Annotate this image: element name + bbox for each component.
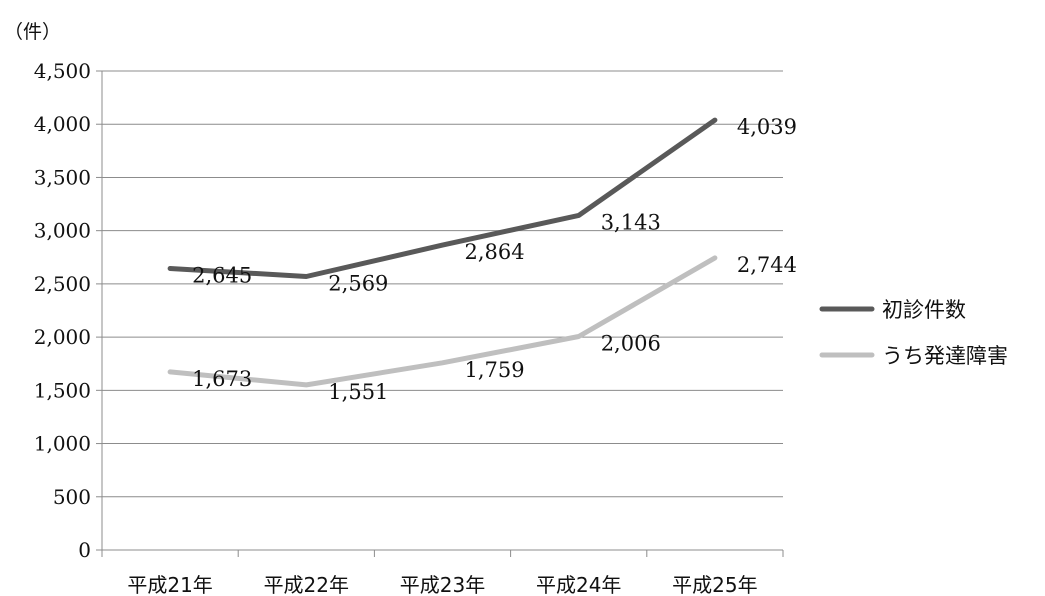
legend-label: 初診件数 bbox=[882, 298, 966, 322]
series-line-2 bbox=[167, 255, 718, 388]
data-label: 1,551 bbox=[328, 380, 388, 404]
x-tick-label: 平成25年 bbox=[672, 573, 757, 596]
x-axis-ticks: 平成21年 平成22年 平成23年 平成24年 平成25年 bbox=[101, 550, 784, 596]
y-tick-label: 1,000 bbox=[34, 432, 91, 456]
y-tick-label: 2,500 bbox=[34, 272, 91, 296]
x-tick-label: 平成22年 bbox=[264, 573, 349, 596]
data-label: 2,744 bbox=[737, 253, 797, 277]
y-tick-label: 1,500 bbox=[34, 378, 91, 402]
data-labels: 2,645 2,569 2,864 3,143 4,039 1,673 1,551 1,759… bbox=[192, 115, 797, 404]
x-tick-label: 平成23年 bbox=[400, 573, 485, 596]
y-tick-label: 4,000 bbox=[34, 112, 91, 136]
x-tick-label: 平成24年 bbox=[536, 573, 621, 596]
y-tick-label: 4,500 bbox=[34, 59, 91, 83]
data-label: 2,006 bbox=[601, 331, 661, 355]
legend-label: うち発達障害 bbox=[882, 344, 1008, 368]
data-label: 2,864 bbox=[465, 240, 525, 264]
y-tick-label: 2,000 bbox=[34, 325, 91, 349]
y-tick-label: 3,000 bbox=[34, 219, 91, 243]
data-label: 2,645 bbox=[192, 263, 252, 287]
gridlines bbox=[102, 70, 783, 498]
data-label: 1,759 bbox=[465, 358, 525, 382]
y-tick-label: 3,500 bbox=[34, 165, 91, 189]
y-axis-ticks: 0 500 1,000 1,500 2,000 2,500 3,000 3,500 4,000 4… bbox=[34, 59, 102, 562]
data-label: 2,569 bbox=[328, 272, 388, 296]
series-lines bbox=[167, 117, 718, 388]
unit-label: （件） bbox=[4, 21, 61, 43]
series-line-1 bbox=[167, 117, 718, 279]
axes bbox=[101, 71, 783, 551]
data-label: 4,039 bbox=[737, 115, 797, 139]
x-tick-label: 平成21年 bbox=[127, 573, 212, 596]
y-tick-label: 500 bbox=[53, 485, 91, 509]
data-label: 3,143 bbox=[601, 210, 661, 234]
data-label: 1,673 bbox=[192, 367, 252, 391]
y-tick-label: 0 bbox=[78, 538, 91, 562]
